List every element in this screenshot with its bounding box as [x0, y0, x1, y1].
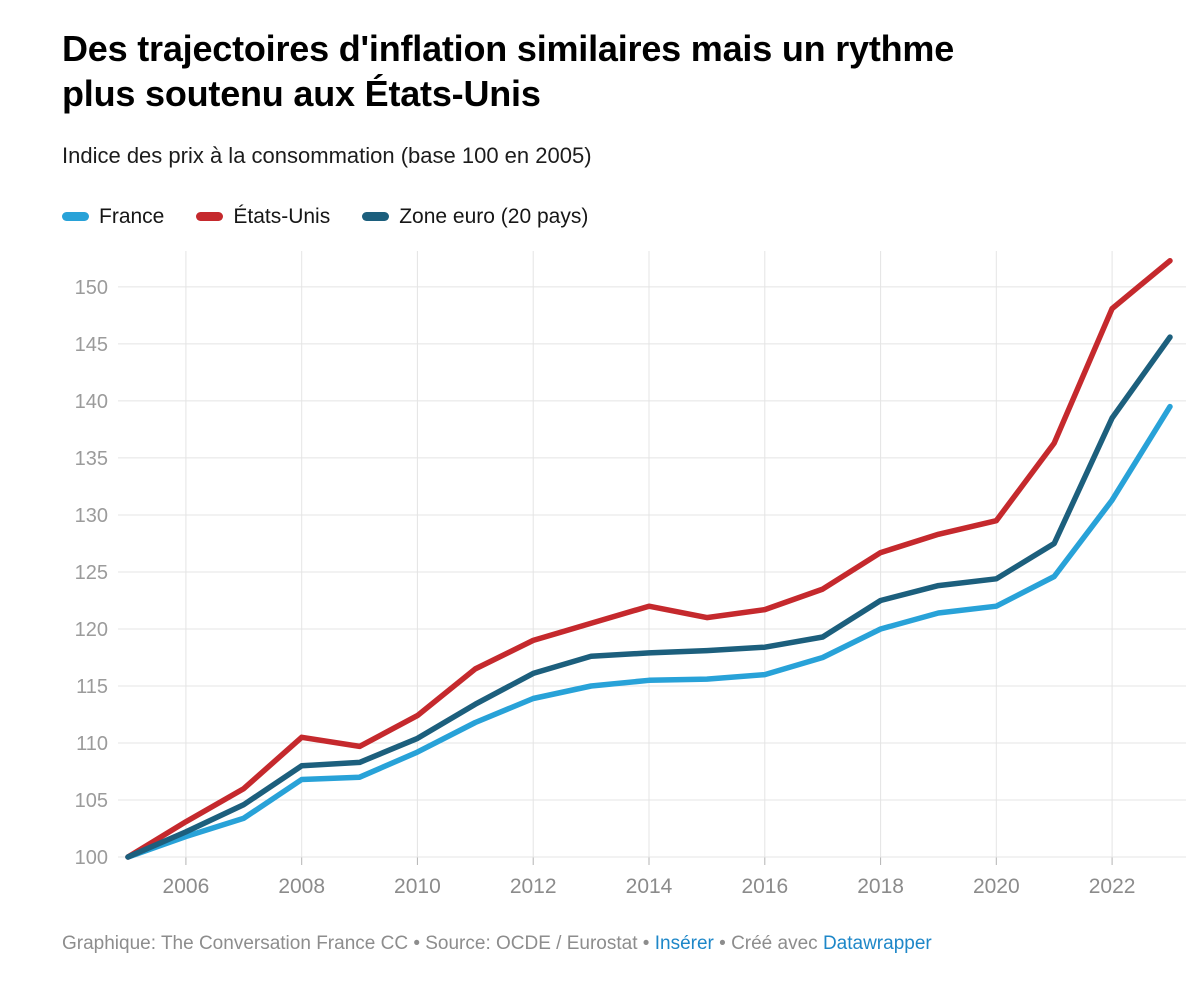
x-axis-label: 2006: [163, 875, 210, 898]
y-axis-label: 105: [75, 790, 108, 812]
chart-footer: Graphique: The Conversation France CC • …: [62, 933, 1128, 955]
y-axis-label: 100: [75, 847, 108, 869]
series-line-france: [125, 403, 1173, 860]
x-axis-label: 2010: [394, 875, 441, 898]
chart-legend: France États-Unis Zone euro (20 pays): [62, 205, 1128, 229]
line-chart-svg: 2006 2008 2010 2012 2014 2016 2018 2020 2022 100 1…: [75, 250, 1186, 898]
x-axis-label: 2022: [1089, 875, 1136, 898]
y-axis-label: 115: [76, 676, 108, 698]
x-axis-label: 2020: [973, 875, 1020, 898]
datawrapper-link[interactable]: Datawrapper: [822, 932, 932, 954]
y-axis-label: 145: [75, 334, 108, 356]
y-axis-label: 130: [75, 505, 108, 527]
legend-label: Zone euro (20 pays): [399, 204, 589, 228]
legend-label: France: [99, 204, 165, 228]
series-line-tats-unis: [125, 257, 1173, 860]
x-axis-label: 2008: [278, 875, 325, 898]
line-chart: 2006 2008 2010 2012 2014 2016 2018 2020 2022 100 1…: [62, 245, 1186, 905]
legend-item-france: France: [62, 205, 164, 229]
y-axis-label: 120: [75, 619, 108, 641]
y-axis-label: 135: [75, 448, 108, 470]
legend-item-zone-euro-20-pays: Zone euro (20 pays): [362, 205, 588, 229]
legend-swatch-france: [62, 212, 89, 222]
x-axis-label: 2014: [626, 875, 673, 898]
embed-link[interactable]: Insérer: [654, 932, 714, 954]
chart-title: Des trajectoires d'inflation similaires …: [62, 28, 955, 115]
legend-swatch-zone-euro-20-pays: [362, 212, 390, 222]
y-axis-label: 140: [75, 391, 108, 413]
y-axis-label: 150: [75, 277, 108, 299]
footer-credit-text: Graphique: The Conversation France CC • …: [62, 932, 655, 954]
y-axis-label: 125: [75, 562, 108, 584]
footer-middle-text: • Créé avec: [713, 932, 823, 954]
series-line-zone-euro-20-pays: [125, 334, 1173, 860]
legend-item-tats-unis: États-Unis: [196, 205, 330, 229]
x-axis-label: 2018: [857, 875, 904, 898]
datawrapper-chart-card: Des trajectoires d'inflation similaires …: [62, 28, 1186, 955]
y-axis-label: 110: [76, 733, 108, 755]
chart-subtitle: Indice des prix à la consommation (base …: [62, 142, 592, 168]
legend-swatch-tats-unis: [196, 212, 224, 222]
legend-label: États-Unis: [233, 204, 331, 228]
x-axis-label: 2012: [510, 875, 557, 898]
x-axis-label: 2016: [741, 875, 788, 898]
